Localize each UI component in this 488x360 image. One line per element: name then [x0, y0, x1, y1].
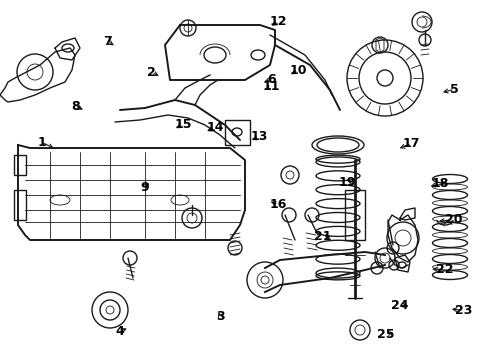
Text: 20: 20	[444, 213, 462, 226]
Text: 7: 7	[103, 35, 112, 48]
Text: 14: 14	[206, 121, 224, 134]
Bar	[224, 120, 249, 145]
Text: 25: 25	[376, 328, 393, 341]
Text: 15: 15	[174, 118, 192, 131]
Text: 13: 13	[250, 130, 267, 143]
Text: 12: 12	[269, 15, 287, 28]
Text: 23: 23	[454, 304, 471, 317]
Text: 8: 8	[71, 100, 80, 113]
Text: 24: 24	[390, 299, 408, 312]
Text: 22: 22	[435, 263, 453, 276]
Text: 19: 19	[338, 176, 355, 189]
Text: 17: 17	[402, 137, 420, 150]
Text: 2: 2	[147, 66, 156, 78]
Text: 21: 21	[313, 230, 331, 243]
Text: 18: 18	[430, 177, 448, 190]
Text: 3: 3	[215, 310, 224, 323]
Bar	[345, 190, 364, 240]
Bar	[14, 190, 26, 220]
Text: 9: 9	[140, 181, 148, 194]
Bar	[14, 155, 26, 175]
Text: 10: 10	[289, 64, 306, 77]
Text: 1: 1	[37, 136, 46, 149]
Text: 16: 16	[269, 198, 287, 211]
Text: 6: 6	[266, 73, 275, 86]
Text: 4: 4	[115, 325, 124, 338]
Text: 5: 5	[449, 83, 458, 96]
Text: 11: 11	[262, 80, 280, 93]
